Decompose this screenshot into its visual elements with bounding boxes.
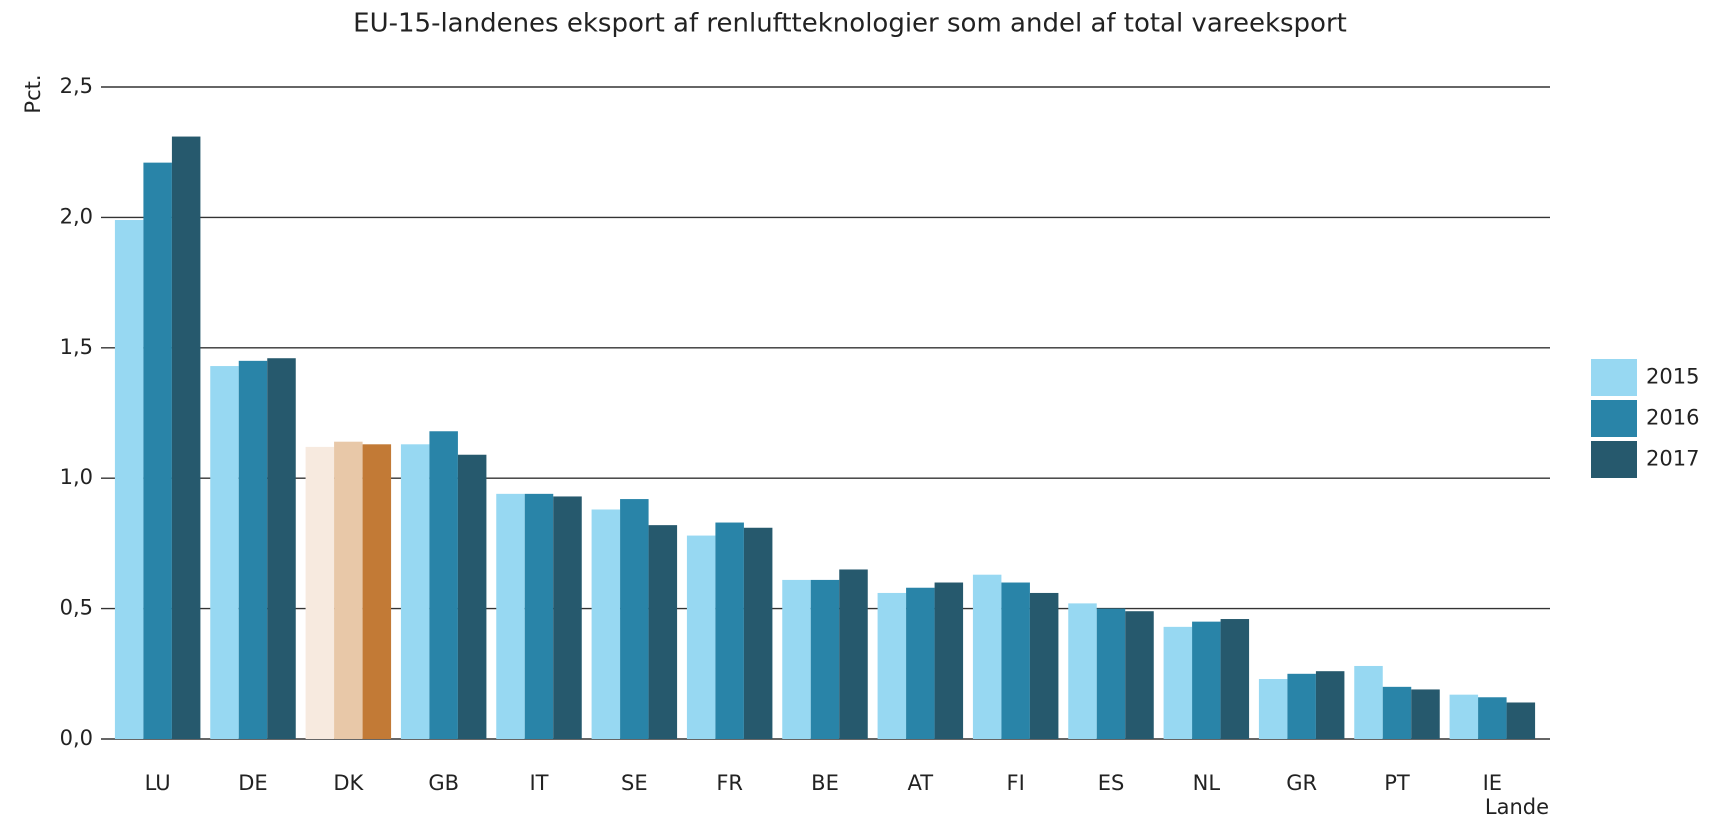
legend-swatch xyxy=(1591,359,1637,396)
x-tick-label: IT xyxy=(529,771,548,795)
bar xyxy=(238,360,268,739)
bar xyxy=(457,454,487,739)
bar xyxy=(620,499,649,739)
bar xyxy=(1449,694,1479,739)
x-tick-label: FI xyxy=(1007,771,1025,795)
legend-swatch xyxy=(1591,400,1637,437)
bar xyxy=(1125,611,1154,739)
y-tick-label: 1,5 xyxy=(60,335,93,359)
bar xyxy=(686,535,716,739)
bar xyxy=(1192,621,1221,739)
bar xyxy=(1506,702,1536,739)
x-tick-label: IE xyxy=(1483,771,1502,795)
bar xyxy=(1001,582,1030,739)
bar xyxy=(1315,671,1345,739)
bar xyxy=(1258,679,1288,739)
bar xyxy=(114,220,144,739)
x-tick-label: SE xyxy=(621,771,648,795)
bar xyxy=(1220,619,1250,739)
x-tick-label: AT xyxy=(908,771,934,795)
bar xyxy=(1382,686,1412,739)
legend-label: 2017 xyxy=(1646,447,1699,471)
y-tick-label: 0,5 xyxy=(60,596,93,620)
bar xyxy=(334,441,363,739)
bar xyxy=(782,579,811,739)
bar xyxy=(591,509,621,739)
y-axis-label: Pct. xyxy=(21,74,45,113)
bar xyxy=(1068,603,1097,739)
y-tick-label: 0,0 xyxy=(60,726,93,750)
bar xyxy=(877,592,907,739)
bar xyxy=(839,569,868,739)
x-tick-label: BE xyxy=(811,771,839,795)
x-tick-label: FR xyxy=(716,771,743,795)
y-tick-label: 2,5 xyxy=(60,74,93,98)
x-tick-label: GB xyxy=(428,771,459,795)
bar xyxy=(400,444,430,739)
bar xyxy=(1411,689,1440,739)
x-tick-label: NL xyxy=(1193,771,1221,795)
x-tick-label: DE xyxy=(238,771,267,795)
bar xyxy=(1478,697,1507,739)
x-axis-label: Lande xyxy=(1485,795,1549,816)
bar xyxy=(743,527,773,739)
x-tick-label: LU xyxy=(145,771,171,795)
bar xyxy=(1096,608,1126,739)
bar xyxy=(810,579,840,739)
y-tick-label: 1,0 xyxy=(60,465,93,489)
bar xyxy=(143,162,172,739)
bar xyxy=(972,574,1002,739)
x-tick-label: PT xyxy=(1384,771,1410,795)
bar xyxy=(1354,665,1383,739)
legend-label: 2015 xyxy=(1646,365,1699,389)
legend-swatch xyxy=(1591,441,1637,478)
bar xyxy=(305,446,335,739)
bar xyxy=(362,444,392,739)
bar xyxy=(648,525,678,739)
bar xyxy=(496,493,525,739)
chart-title: EU-15-landenes eksport af renluftteknolo… xyxy=(353,9,1347,39)
x-tick-label: DK xyxy=(333,771,364,795)
bar xyxy=(934,582,964,739)
bar xyxy=(715,522,744,739)
x-tick-label: GR xyxy=(1286,771,1317,795)
bar xyxy=(210,366,239,739)
bar xyxy=(171,136,201,739)
bar xyxy=(524,493,554,739)
bar xyxy=(1163,626,1193,739)
x-tick-label: ES xyxy=(1098,771,1125,795)
bar xyxy=(906,587,935,739)
bar xyxy=(1287,673,1316,739)
y-tick-label: 2,0 xyxy=(60,204,93,228)
bar xyxy=(1029,592,1059,739)
bar xyxy=(553,496,582,739)
bar xyxy=(267,358,296,739)
legend-label: 2016 xyxy=(1646,406,1699,430)
bar xyxy=(429,431,458,739)
